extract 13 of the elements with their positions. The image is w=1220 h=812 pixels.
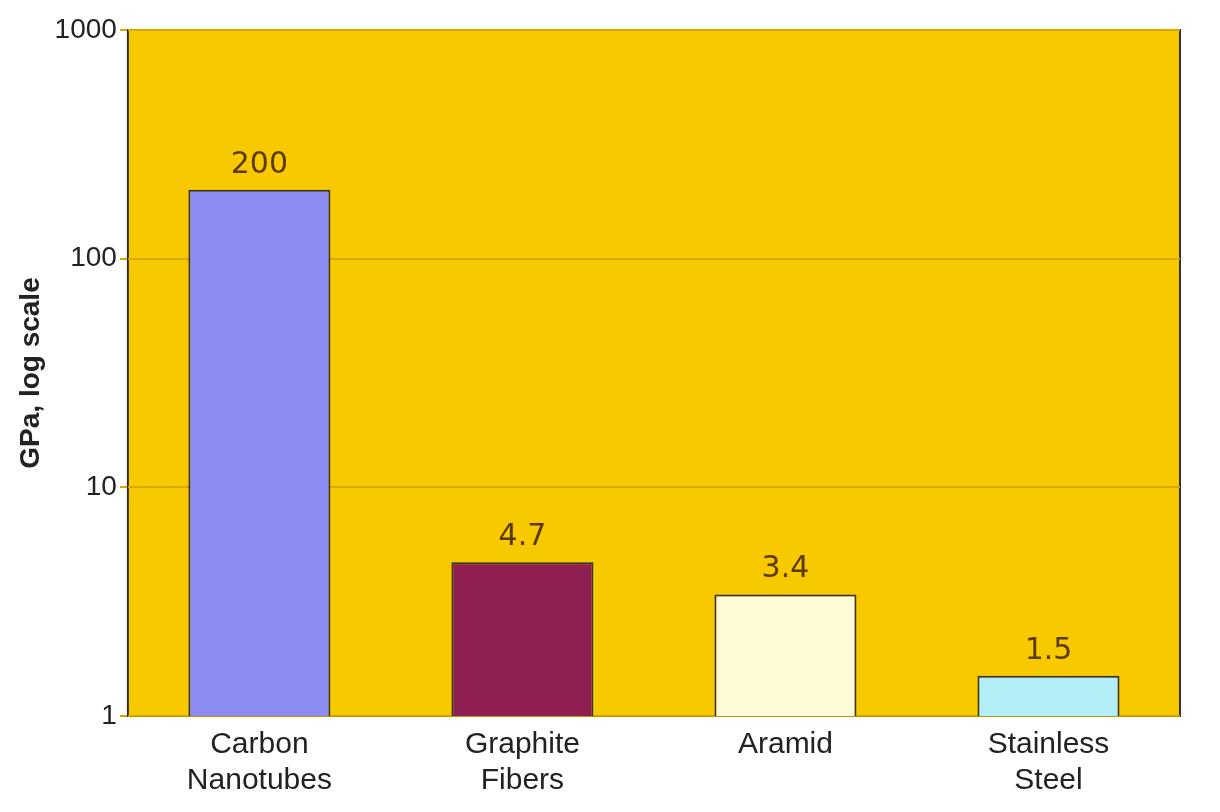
data-label: 1.5	[1024, 630, 1073, 666]
x-tick-label: Carbon Nanotubes	[186, 726, 332, 796]
x-tick-label: Graphite Fibers	[464, 726, 580, 796]
data-label: 3.4	[761, 549, 810, 585]
y-tick-label: 100	[70, 241, 117, 273]
y-tick-label: 1000	[54, 12, 117, 44]
y-tick-label: 10	[85, 470, 117, 502]
y-tick-label: 1	[101, 698, 117, 730]
data-label: 200	[230, 144, 289, 180]
y-axis-title: GPa, log scale	[13, 277, 45, 469]
x-tick-label: Stainless Steel	[987, 726, 1110, 796]
x-tick-label: Aramid	[737, 726, 833, 760]
data-label: 4.7	[498, 517, 547, 553]
